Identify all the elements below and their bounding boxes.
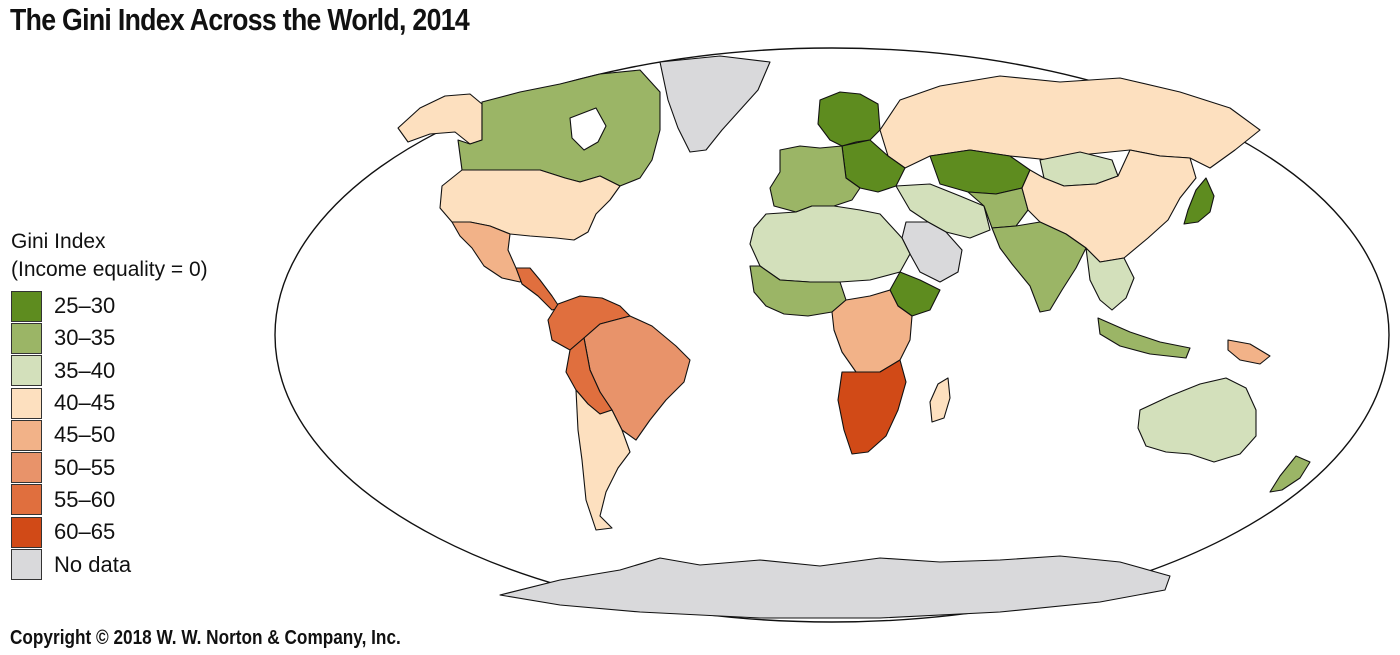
region-argentina-chile — [575, 389, 631, 531]
region-iran — [895, 183, 991, 239]
legend-subtitle: (Income equality = 0) — [11, 258, 208, 281]
region-central-africa — [831, 289, 913, 373]
legend-label: 35–40 — [54, 357, 116, 383]
legend-label: 40–45 — [54, 390, 116, 416]
legend-item: 40–45 — [11, 387, 208, 419]
legend-item: 60–65 — [11, 516, 208, 548]
region-central-asia — [967, 187, 1029, 229]
legend-swatch — [11, 549, 42, 581]
legend-label: 55–60 — [54, 486, 116, 512]
legend-swatch — [11, 322, 42, 354]
region-madagascar — [929, 377, 951, 423]
copyright-notice: Copyright © 2018 W. W. Norton & Company,… — [10, 627, 401, 649]
legend-swatch — [11, 452, 42, 484]
map-title: The Gini Index Across the World, 2014 — [10, 2, 470, 37]
region-southern-africa — [837, 359, 907, 455]
legend-label: 60–65 — [54, 519, 116, 545]
legend-item: 25–30 — [11, 290, 208, 322]
legend-title: Gini Index — [11, 230, 106, 253]
region-india — [991, 221, 1087, 313]
region-new-zealand — [1269, 455, 1311, 493]
legend-item: 50–55 — [11, 451, 208, 484]
legend-label: No data — [54, 551, 132, 577]
region-hudson-bay — [569, 107, 607, 151]
region-canada — [457, 69, 661, 187]
region-southeast-asia — [1085, 247, 1135, 311]
legend-item: 35–40 — [11, 355, 208, 387]
region-indonesia — [1097, 317, 1191, 359]
region-papua-new-guinea — [1227, 339, 1271, 365]
legend-item: 45–50 — [11, 419, 208, 451]
legend-swatch — [11, 516, 42, 548]
legend-swatch — [11, 484, 42, 516]
region-greenland — [659, 55, 771, 153]
legend-label: 45–50 — [54, 422, 116, 448]
legend-item: No data — [11, 548, 208, 581]
legend-swatch — [11, 419, 42, 451]
map-legend: Gini Index (Income equality = 0) 25–30 3… — [11, 228, 208, 581]
legend-label: 25–30 — [54, 293, 116, 319]
legend-label: 30–35 — [54, 325, 116, 351]
legend-item: 55–60 — [11, 484, 208, 516]
legend-items: 25–30 30–35 35–40 40–45 45–50 50–55 55–6… — [11, 290, 208, 581]
legend-swatch — [11, 290, 42, 322]
region-western-europe — [769, 145, 861, 213]
legend-swatch — [11, 355, 42, 387]
region-japan — [1183, 177, 1215, 225]
region-australia — [1137, 377, 1257, 463]
legend-swatch — [11, 387, 42, 419]
region-antarctica — [499, 555, 1171, 619]
legend-label: 50–55 — [54, 454, 116, 480]
legend-item: 30–35 — [11, 322, 208, 354]
